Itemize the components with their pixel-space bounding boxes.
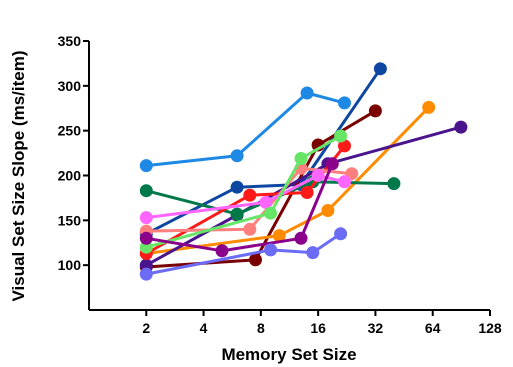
data-point (387, 177, 401, 191)
data-point (368, 104, 382, 118)
x-tick-label: 4 (200, 320, 208, 336)
data-point (338, 139, 351, 153)
series-12 (139, 227, 348, 281)
data-point (243, 222, 257, 236)
y-tick-label: 350 (58, 33, 82, 49)
data-point (139, 258, 153, 272)
data-point (243, 188, 257, 202)
series-line (146, 163, 334, 253)
data-point (272, 229, 286, 243)
data-point (334, 129, 348, 143)
data-point (311, 169, 325, 182)
data-point (338, 96, 351, 110)
data-point (249, 253, 262, 267)
data-point (306, 246, 320, 260)
data-point (338, 175, 351, 189)
y-tick-label: 300 (58, 78, 82, 94)
data-point (139, 211, 153, 225)
y-tick-label: 250 (58, 123, 82, 139)
data-point (294, 152, 308, 165)
series-line (146, 174, 345, 220)
data-point (259, 195, 273, 209)
x-tick-label: 8 (257, 320, 265, 336)
data-point (230, 207, 244, 221)
y-tick-label: 100 (58, 257, 82, 273)
data-point (139, 184, 153, 198)
data-point (294, 231, 308, 245)
ticks-layer: 100 150 200 250 300 350 2 4 8 16 32 64 128 (58, 33, 502, 336)
series-line (145, 134, 342, 249)
series-layer (139, 62, 468, 281)
data-point (139, 159, 153, 173)
data-point (325, 157, 339, 171)
data-point (300, 186, 314, 199)
x-tick-label: 2 (142, 320, 150, 336)
data-point (139, 231, 153, 245)
data-point (422, 100, 436, 114)
series-10 (139, 129, 348, 254)
data-point (454, 120, 468, 134)
data-point (215, 244, 229, 258)
series-line (146, 106, 430, 255)
series-line (146, 91, 345, 168)
series-9 (139, 169, 351, 225)
data-point (334, 227, 348, 241)
x-tick-label: 64 (425, 320, 441, 336)
data-point (230, 180, 244, 194)
data-point (139, 267, 153, 281)
x-tick-label: 128 (478, 320, 502, 336)
data-point (264, 243, 278, 257)
data-point (321, 204, 335, 217)
series-1 (139, 86, 351, 173)
x-tick-label: 32 (368, 320, 384, 336)
y-tick-label: 200 (58, 168, 82, 184)
x-tick-label: 16 (310, 320, 326, 336)
series-11 (139, 157, 339, 258)
data-point (373, 62, 387, 76)
series-line (146, 232, 342, 276)
data-point (230, 149, 244, 163)
data-point (300, 86, 314, 100)
y-tick-label: 150 (58, 212, 82, 228)
x-axis-title: Memory Set Size (221, 345, 356, 364)
data-point (139, 240, 153, 254)
y-axis-title: Visual Set Size Slope (ms/item) (9, 51, 28, 302)
data-point (264, 206, 278, 220)
